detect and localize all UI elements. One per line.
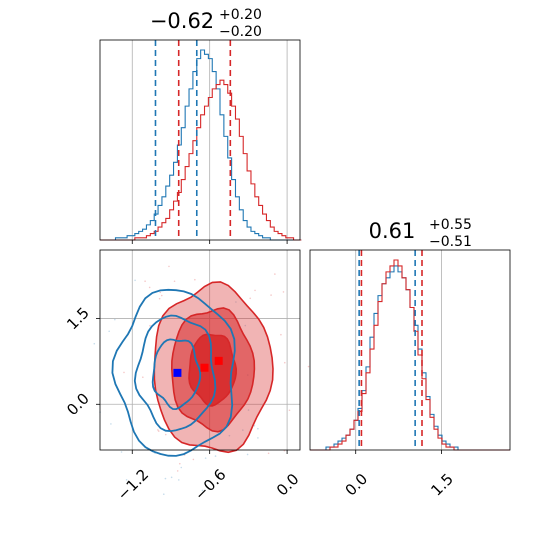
- sample-point: [282, 291, 285, 293]
- sample-point: [157, 429, 159, 431]
- sample-point: [148, 286, 151, 289]
- title-subscript: −0.51: [429, 234, 472, 250]
- sample-point: [253, 424, 256, 427]
- sample-point: [158, 297, 161, 300]
- sample-point: [254, 289, 256, 292]
- blue-histogram-step: [100, 49, 302, 241]
- x-tick-label: −0.6: [191, 465, 229, 503]
- sample-point: [176, 470, 179, 472]
- sample-point: [134, 279, 136, 282]
- sample-point: [160, 294, 163, 297]
- axis-frame: [99, 249, 301, 451]
- sample-point: [114, 318, 116, 321]
- red-marker: [200, 363, 209, 372]
- axis-frame: [99, 39, 301, 241]
- title-superscript: +0.55: [429, 217, 472, 233]
- red-histogram-step: [310, 259, 510, 451]
- contour-2d-panel: −1.2 −0.6 0.0 0.0 1.5: [63, 249, 310, 504]
- x-tick-label: 0.0: [342, 470, 372, 500]
- sample-point: [177, 479, 180, 481]
- sample-point: [168, 265, 170, 268]
- sample-point: [125, 479, 128, 481]
- sample-point: [247, 409, 250, 411]
- histogram-param2-panel: 0.61 +0.55−0.51 0.0 1.5: [309, 217, 511, 500]
- sample-point: [288, 409, 291, 412]
- sample-point: [149, 324, 151, 327]
- sample-point: [123, 371, 125, 374]
- sample-point: [307, 365, 310, 368]
- sample-point: [178, 462, 181, 465]
- sample-point: [180, 466, 183, 469]
- sample-point: [214, 455, 217, 457]
- sample-point: [283, 361, 286, 364]
- sample-point: [201, 489, 204, 492]
- blue-contour: [111, 288, 236, 457]
- sample-point: [246, 453, 249, 456]
- x-tick-label: −1.2: [114, 465, 152, 503]
- blue-contour: [151, 338, 202, 411]
- sample-point: [170, 476, 173, 479]
- panel-title: −0.62: [150, 9, 214, 33]
- sample-point: [192, 458, 195, 461]
- x-tick-label: 0.0: [273, 470, 303, 500]
- sample-point: [204, 457, 207, 459]
- sample-point: [110, 423, 112, 425]
- blue-marker: [173, 368, 182, 377]
- panel-title: 0.61: [369, 219, 416, 243]
- sample-point: [270, 294, 272, 296]
- red-histogram-step: [100, 79, 302, 241]
- sample-point: [242, 429, 244, 431]
- blue-contour: [133, 314, 217, 433]
- title-subscript: −0.20: [219, 24, 262, 40]
- sample-point: [173, 280, 176, 283]
- sample-point: [164, 477, 167, 480]
- sample-point: [244, 324, 247, 327]
- sample-point: [120, 451, 123, 453]
- sample-point: [257, 437, 259, 439]
- sample-point: [162, 493, 165, 496]
- histogram-param1-panel: −0.62 +0.20−0.20: [99, 7, 302, 244]
- sample-point: [267, 452, 270, 455]
- sample-point: [194, 278, 196, 281]
- sample-point: [108, 330, 110, 333]
- sample-point: [280, 333, 282, 336]
- sample-point: [235, 301, 237, 303]
- sample-point: [142, 376, 144, 379]
- title-superscript: +0.20: [219, 7, 262, 23]
- sample-point: [144, 280, 146, 282]
- red-marker: [214, 356, 223, 365]
- sample-point: [93, 342, 96, 345]
- sample-point: [164, 433, 167, 436]
- sample-point: [257, 427, 259, 430]
- axis-frame: [309, 249, 511, 451]
- y-tick-label: 1.5: [63, 304, 93, 334]
- sample-point: [157, 430, 160, 432]
- sample-point: [274, 273, 276, 275]
- sample-point: [159, 291, 162, 294]
- sample-point: [249, 297, 252, 300]
- x-tick-label: 1.5: [427, 470, 457, 500]
- sample-point: [228, 434, 231, 437]
- y-tick-label: 0.0: [63, 389, 93, 419]
